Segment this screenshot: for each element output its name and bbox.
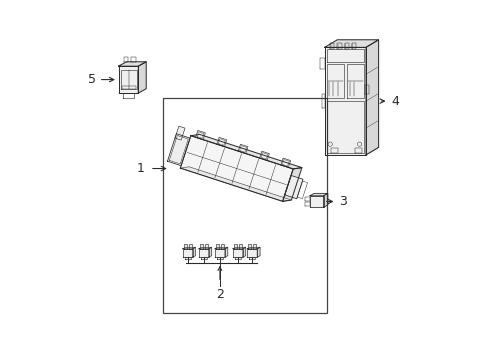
Polygon shape [180, 167, 292, 201]
Polygon shape [199, 247, 212, 249]
Polygon shape [260, 151, 270, 161]
Polygon shape [238, 144, 248, 154]
Polygon shape [205, 244, 208, 249]
Polygon shape [253, 244, 256, 249]
Polygon shape [184, 244, 187, 249]
Polygon shape [243, 247, 245, 257]
Polygon shape [138, 62, 146, 93]
Polygon shape [325, 47, 366, 155]
Polygon shape [257, 247, 260, 257]
Bar [163, 98, 327, 313]
Polygon shape [217, 138, 227, 147]
Polygon shape [215, 247, 228, 249]
Text: 5: 5 [88, 73, 96, 86]
Polygon shape [234, 244, 237, 249]
Polygon shape [310, 193, 328, 196]
Polygon shape [196, 130, 205, 140]
Polygon shape [217, 257, 223, 259]
Polygon shape [323, 193, 328, 207]
Polygon shape [310, 196, 323, 207]
Polygon shape [183, 249, 193, 257]
Polygon shape [221, 244, 224, 249]
Polygon shape [119, 66, 138, 93]
Polygon shape [283, 168, 302, 201]
Polygon shape [247, 247, 260, 249]
Text: 1: 1 [137, 162, 145, 175]
Polygon shape [325, 40, 379, 47]
Polygon shape [239, 244, 242, 249]
Polygon shape [215, 249, 225, 257]
Polygon shape [235, 257, 241, 259]
Polygon shape [189, 244, 192, 249]
Polygon shape [193, 247, 196, 257]
Text: 3: 3 [339, 195, 347, 208]
Polygon shape [185, 257, 191, 259]
Polygon shape [119, 62, 146, 66]
Polygon shape [180, 136, 293, 201]
Polygon shape [183, 247, 196, 249]
Polygon shape [201, 257, 207, 259]
Polygon shape [366, 40, 379, 155]
Polygon shape [200, 244, 203, 249]
Polygon shape [209, 247, 212, 257]
Polygon shape [225, 247, 228, 257]
Polygon shape [249, 257, 255, 259]
Polygon shape [281, 158, 291, 167]
Polygon shape [168, 134, 190, 166]
Polygon shape [248, 244, 251, 249]
Polygon shape [233, 247, 245, 249]
Text: 2: 2 [216, 288, 224, 301]
Text: 4: 4 [392, 95, 399, 108]
Polygon shape [191, 134, 302, 169]
Polygon shape [175, 126, 185, 140]
Polygon shape [233, 249, 243, 257]
Polygon shape [199, 249, 209, 257]
Polygon shape [247, 249, 257, 257]
Polygon shape [285, 175, 303, 199]
Polygon shape [216, 244, 219, 249]
